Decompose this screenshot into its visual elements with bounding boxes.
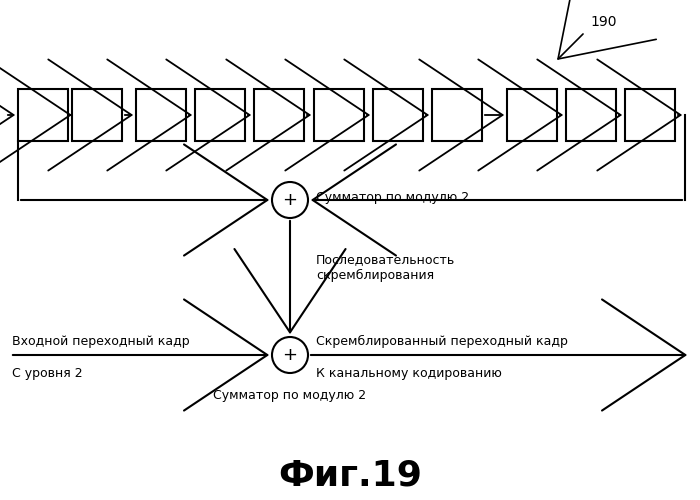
Bar: [507, 89, 557, 141]
Bar: [566, 89, 616, 141]
Text: Последовательность
скремблирования: Последовательность скремблирования: [316, 254, 455, 281]
Circle shape: [272, 337, 308, 373]
Bar: [136, 89, 186, 141]
Text: К канальному кодированию: К канальному кодированию: [316, 366, 502, 380]
Bar: [254, 89, 304, 141]
Text: Входной переходный кадр: Входной переходный кадр: [12, 334, 190, 347]
Bar: [432, 89, 482, 141]
Text: Сумматор по модулю 2: Сумматор по модулю 2: [316, 192, 469, 204]
Text: 190: 190: [590, 15, 617, 29]
Bar: [195, 89, 245, 141]
Text: Скремблированный переходный кадр: Скремблированный переходный кадр: [316, 334, 568, 347]
Text: +: +: [283, 346, 298, 364]
Bar: [18, 89, 68, 141]
Text: Сумматор по модулю 2: Сумматор по модулю 2: [214, 388, 367, 402]
Text: С уровня 2: С уровня 2: [12, 366, 83, 380]
Text: +: +: [283, 191, 298, 209]
Bar: [314, 89, 364, 141]
Bar: [373, 89, 423, 141]
Circle shape: [272, 182, 308, 218]
Text: Фиг.19: Фиг.19: [278, 458, 422, 492]
Bar: [625, 89, 675, 141]
Bar: [72, 89, 122, 141]
